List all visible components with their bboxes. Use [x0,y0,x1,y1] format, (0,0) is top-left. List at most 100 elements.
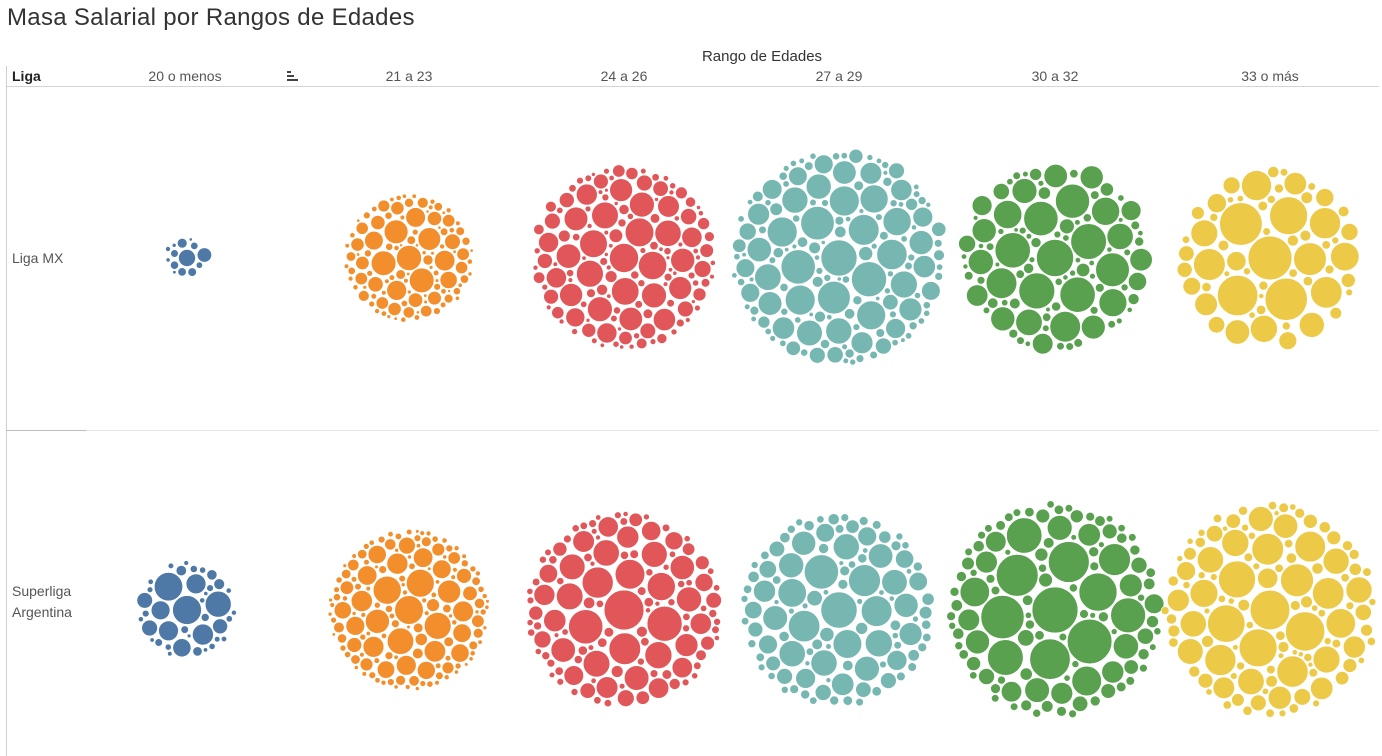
bubble[interactable] [784,284,816,316]
bubble[interactable] [1312,699,1320,708]
bubble[interactable] [195,261,203,269]
bubble[interactable] [780,307,789,316]
bubble[interactable] [898,622,923,646]
bubble[interactable] [1068,709,1077,718]
bubble[interactable] [814,310,826,323]
bubble[interactable] [345,616,365,636]
bubble[interactable] [1243,552,1253,562]
bubble[interactable] [452,287,461,296]
bubble[interactable] [590,677,597,684]
bubble[interactable] [1276,655,1309,688]
bubble[interactable] [440,227,449,236]
bubble[interactable] [469,650,476,657]
bubble[interactable] [990,585,1001,596]
bubble[interactable] [405,684,411,690]
bubble[interactable] [1125,676,1135,686]
bubble[interactable] [559,283,583,307]
bubble[interactable] [1238,505,1248,516]
bubble[interactable] [349,232,356,239]
bubble[interactable] [603,252,609,257]
bubble[interactable] [587,644,595,651]
bubble[interactable] [1106,246,1113,253]
bubble[interactable] [746,237,772,263]
bubble[interactable] [613,306,621,315]
bubble[interactable] [848,564,881,597]
bubble[interactable] [406,624,411,630]
bubble[interactable] [1032,333,1054,355]
bubble[interactable] [852,323,861,331]
bubble[interactable] [969,568,978,577]
bubble[interactable] [1317,609,1326,618]
bubble[interactable] [448,227,455,234]
bubble[interactable] [1160,606,1170,615]
bubble[interactable] [772,575,782,585]
bubble[interactable] [776,668,793,685]
bubble[interactable] [643,513,650,521]
bubble[interactable] [1137,627,1154,645]
bubble[interactable] [923,309,931,317]
bubble[interactable] [407,554,412,560]
bubble[interactable] [568,609,604,645]
bubble[interactable] [1217,239,1230,252]
bubble[interactable] [810,649,838,677]
bubble[interactable] [922,632,932,642]
bubble[interactable] [904,261,913,271]
bubble[interactable] [384,651,394,660]
bubble[interactable] [461,236,471,246]
bubble[interactable] [425,530,432,537]
bubble[interactable] [400,316,407,323]
bubble[interactable] [1206,525,1224,543]
bubble[interactable] [433,269,440,277]
bubble[interactable] [668,276,692,300]
bubble[interactable] [603,168,610,175]
bubble[interactable] [1130,556,1148,574]
bubble[interactable] [1269,196,1308,235]
bubble[interactable] [1143,593,1165,614]
bubble[interactable] [872,520,882,530]
bubble[interactable] [383,219,409,245]
bubble[interactable] [691,672,699,680]
bubble[interactable] [814,254,820,261]
bubble[interactable] [333,593,341,602]
bubble[interactable] [809,696,818,705]
bubble[interactable] [1208,316,1226,334]
bubble[interactable] [695,555,710,570]
bubble[interactable] [548,671,556,679]
bubble[interactable] [957,608,980,632]
bubble[interactable] [641,282,667,309]
bubble[interactable] [374,308,380,314]
bubble[interactable] [1237,598,1250,612]
bubble[interactable] [912,255,936,279]
bubble[interactable] [1116,532,1128,544]
bubble[interactable] [596,283,608,296]
bubble[interactable] [917,642,927,652]
bubble[interactable] [860,595,893,627]
bubble[interactable] [649,241,659,251]
bubble[interactable] [606,293,612,299]
bubble[interactable] [619,517,628,526]
bubble[interactable] [1293,242,1327,276]
bubble[interactable] [731,272,738,279]
bubble[interactable] [337,633,347,644]
bubble[interactable] [1118,217,1124,223]
bubble[interactable] [414,686,420,691]
bubble[interactable] [532,264,539,271]
bubble[interactable] [1098,288,1128,317]
bubble[interactable] [359,652,365,658]
bubble[interactable] [849,358,857,366]
bubble[interactable] [368,671,376,679]
bubble[interactable] [137,616,144,623]
bubble[interactable] [1264,277,1308,321]
bubble[interactable] [1236,661,1245,671]
bubble[interactable] [713,584,721,592]
bubble[interactable] [825,677,832,684]
bubble[interactable] [733,253,741,261]
bubble[interactable] [1300,595,1313,609]
bubble[interactable] [1222,176,1241,195]
bubble[interactable] [934,272,943,281]
bubble[interactable] [640,168,647,175]
bubble[interactable] [623,665,650,691]
bubble[interactable] [1285,552,1297,564]
bubble[interactable] [995,554,1039,597]
bubble[interactable] [1283,172,1307,196]
